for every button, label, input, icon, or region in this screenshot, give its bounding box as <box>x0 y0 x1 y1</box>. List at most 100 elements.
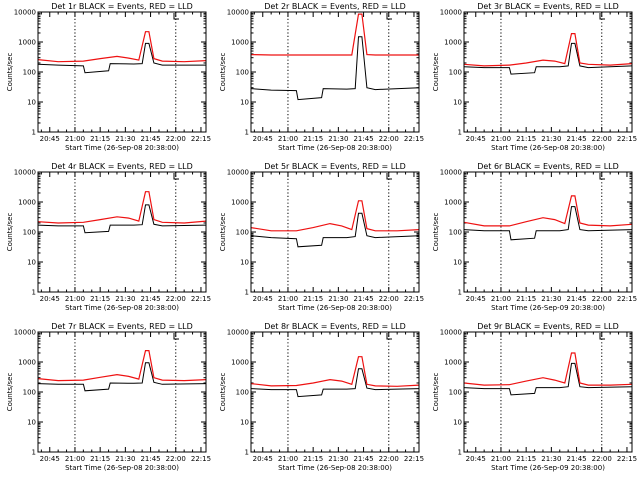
x-tick-label: 21:30 <box>328 295 348 303</box>
x-tick-label: 21:00 <box>278 295 298 303</box>
x-tick-label: 21:30 <box>115 455 135 463</box>
x-tick-label: 21:30 <box>328 455 348 463</box>
y-tick-label: 10 <box>453 419 462 427</box>
panel-title: Det 3r BLACK = Events, RED = LLD <box>477 2 619 11</box>
x-tick-label: 22:15 <box>191 295 211 303</box>
detector-panel-4: Det 4r BLACK = Events, RED = LLD 1 10 100 10… <box>6 162 211 312</box>
x-tick-label: 21:45 <box>140 135 160 143</box>
corner-mark <box>386 13 392 20</box>
x-tick-label: 22:15 <box>404 135 424 143</box>
x-tick-label: 21:30 <box>541 295 561 303</box>
x-tick-label: 21:30 <box>115 295 135 303</box>
y-tick-label: 1000 <box>444 39 462 47</box>
x-axis-label: Start Time (26-Sep-08 20:38:00) <box>278 464 392 472</box>
detector-panel-2: Det 2r BLACK = Events, RED = LLD 1 10 100 10… <box>219 2 424 152</box>
x-tick-label: 22:15 <box>404 455 424 463</box>
y-tick-label: 10000 <box>227 169 249 177</box>
x-tick-label: 21:00 <box>65 295 85 303</box>
x-tick-label: 22:00 <box>379 455 399 463</box>
y-tick-label: 1000 <box>18 359 36 367</box>
y-tick-label: 1000 <box>231 199 249 207</box>
events-series-line <box>250 212 420 248</box>
x-tick-label: 21:45 <box>566 295 586 303</box>
plot-frame <box>463 331 633 453</box>
y-tick-label: 1 <box>245 289 249 297</box>
x-tick-label: 20:45 <box>40 135 60 143</box>
detector-panel-6: Det 6r BLACK = Events, RED = LLD 1 10 100 10… <box>432 162 637 312</box>
x-tick-label: 22:00 <box>592 295 612 303</box>
panel-title: Det 7r BLACK = Events, RED = LLD <box>51 322 193 331</box>
x-tick-label: 22:15 <box>191 135 211 143</box>
y-tick-label: 1000 <box>444 359 462 367</box>
x-tick-label: 21:00 <box>278 455 298 463</box>
y-tick-label: 10 <box>27 259 36 267</box>
y-tick-label: 1000 <box>18 199 36 207</box>
y-axis-label: Counts/sec <box>219 373 227 412</box>
y-tick-label: 10 <box>240 419 249 427</box>
x-tick-label: 21:45 <box>353 455 373 463</box>
x-axis-label: Start Time (26-Sep-08 20:38:00) <box>278 304 392 312</box>
x-tick-label: 20:45 <box>466 295 486 303</box>
x-tick-label: 21:00 <box>491 135 511 143</box>
y-tick-label: 100 <box>449 389 462 397</box>
x-tick-label: 21:45 <box>566 455 586 463</box>
y-tick-label: 100 <box>236 69 249 77</box>
corner-mark <box>173 13 179 20</box>
x-tick-label: 21:00 <box>491 455 511 463</box>
x-tick-label: 20:45 <box>253 135 273 143</box>
lld-series-line <box>250 356 420 387</box>
plot-frame <box>37 11 207 133</box>
y-tick-label: 1 <box>458 289 462 297</box>
x-tick-label: 21:45 <box>140 295 160 303</box>
y-tick-label: 10000 <box>14 169 36 177</box>
y-tick-label: 100 <box>23 229 36 237</box>
x-tick-label: 21:00 <box>491 295 511 303</box>
corner-mark <box>599 13 605 20</box>
x-axis-label: Start Time (26-Sep-08 20:38:00) <box>278 144 392 152</box>
plot-frame <box>250 331 420 453</box>
x-tick-label: 21:15 <box>90 455 110 463</box>
events-series-line <box>463 42 633 75</box>
y-tick-label: 100 <box>23 69 36 77</box>
x-axis-label: Start Time (26-Sep-09 20:38:00) <box>491 304 605 312</box>
x-tick-label: 21:15 <box>303 295 323 303</box>
y-tick-label: 1 <box>245 129 249 137</box>
corner-mark <box>386 333 392 340</box>
x-tick-label: 21:15 <box>303 135 323 143</box>
y-tick-label: 100 <box>236 389 249 397</box>
x-tick-label: 22:00 <box>379 135 399 143</box>
y-tick-label: 10 <box>240 99 249 107</box>
y-tick-label: 1 <box>245 449 249 457</box>
plot-frame <box>37 171 207 293</box>
x-tick-label: 22:00 <box>592 135 612 143</box>
detector-panel-9: Det 9r BLACK = Events, RED = LLD 1 10 100 10… <box>432 322 637 472</box>
detector-panel-5: Det 5r BLACK = Events, RED = LLD 1 10 100 10… <box>219 162 424 312</box>
lld-series-line <box>463 195 633 227</box>
lld-series-line <box>463 352 633 386</box>
corner-mark <box>599 333 605 340</box>
y-tick-label: 10000 <box>14 9 36 17</box>
lld-series-line <box>463 32 633 67</box>
y-tick-label: 10000 <box>227 9 249 17</box>
x-tick-label: 20:45 <box>40 455 60 463</box>
events-series-line <box>250 36 420 101</box>
y-tick-label: 10 <box>453 99 462 107</box>
y-tick-label: 10000 <box>440 329 462 337</box>
x-tick-label: 21:45 <box>353 135 373 143</box>
y-tick-label: 10000 <box>227 329 249 337</box>
y-tick-label: 10000 <box>440 9 462 17</box>
x-tick-label: 20:45 <box>466 455 486 463</box>
x-axis-label: Start Time (26-Sep-08 20:38:00) <box>65 144 179 152</box>
y-axis-label: Counts/sec <box>432 373 440 412</box>
x-tick-label: 21:00 <box>65 455 85 463</box>
detector-panel-3: Det 3r BLACK = Events, RED = LLD 1 10 100 10… <box>432 2 637 152</box>
y-tick-label: 10000 <box>440 169 462 177</box>
x-tick-label: 20:45 <box>253 295 273 303</box>
x-tick-label: 21:15 <box>303 455 323 463</box>
y-axis-label: Counts/sec <box>6 373 14 412</box>
x-tick-label: 22:00 <box>379 295 399 303</box>
x-tick-label: 21:00 <box>278 135 298 143</box>
x-tick-label: 21:15 <box>516 295 536 303</box>
lld-series-line <box>37 350 207 382</box>
plot-frame <box>37 331 207 453</box>
